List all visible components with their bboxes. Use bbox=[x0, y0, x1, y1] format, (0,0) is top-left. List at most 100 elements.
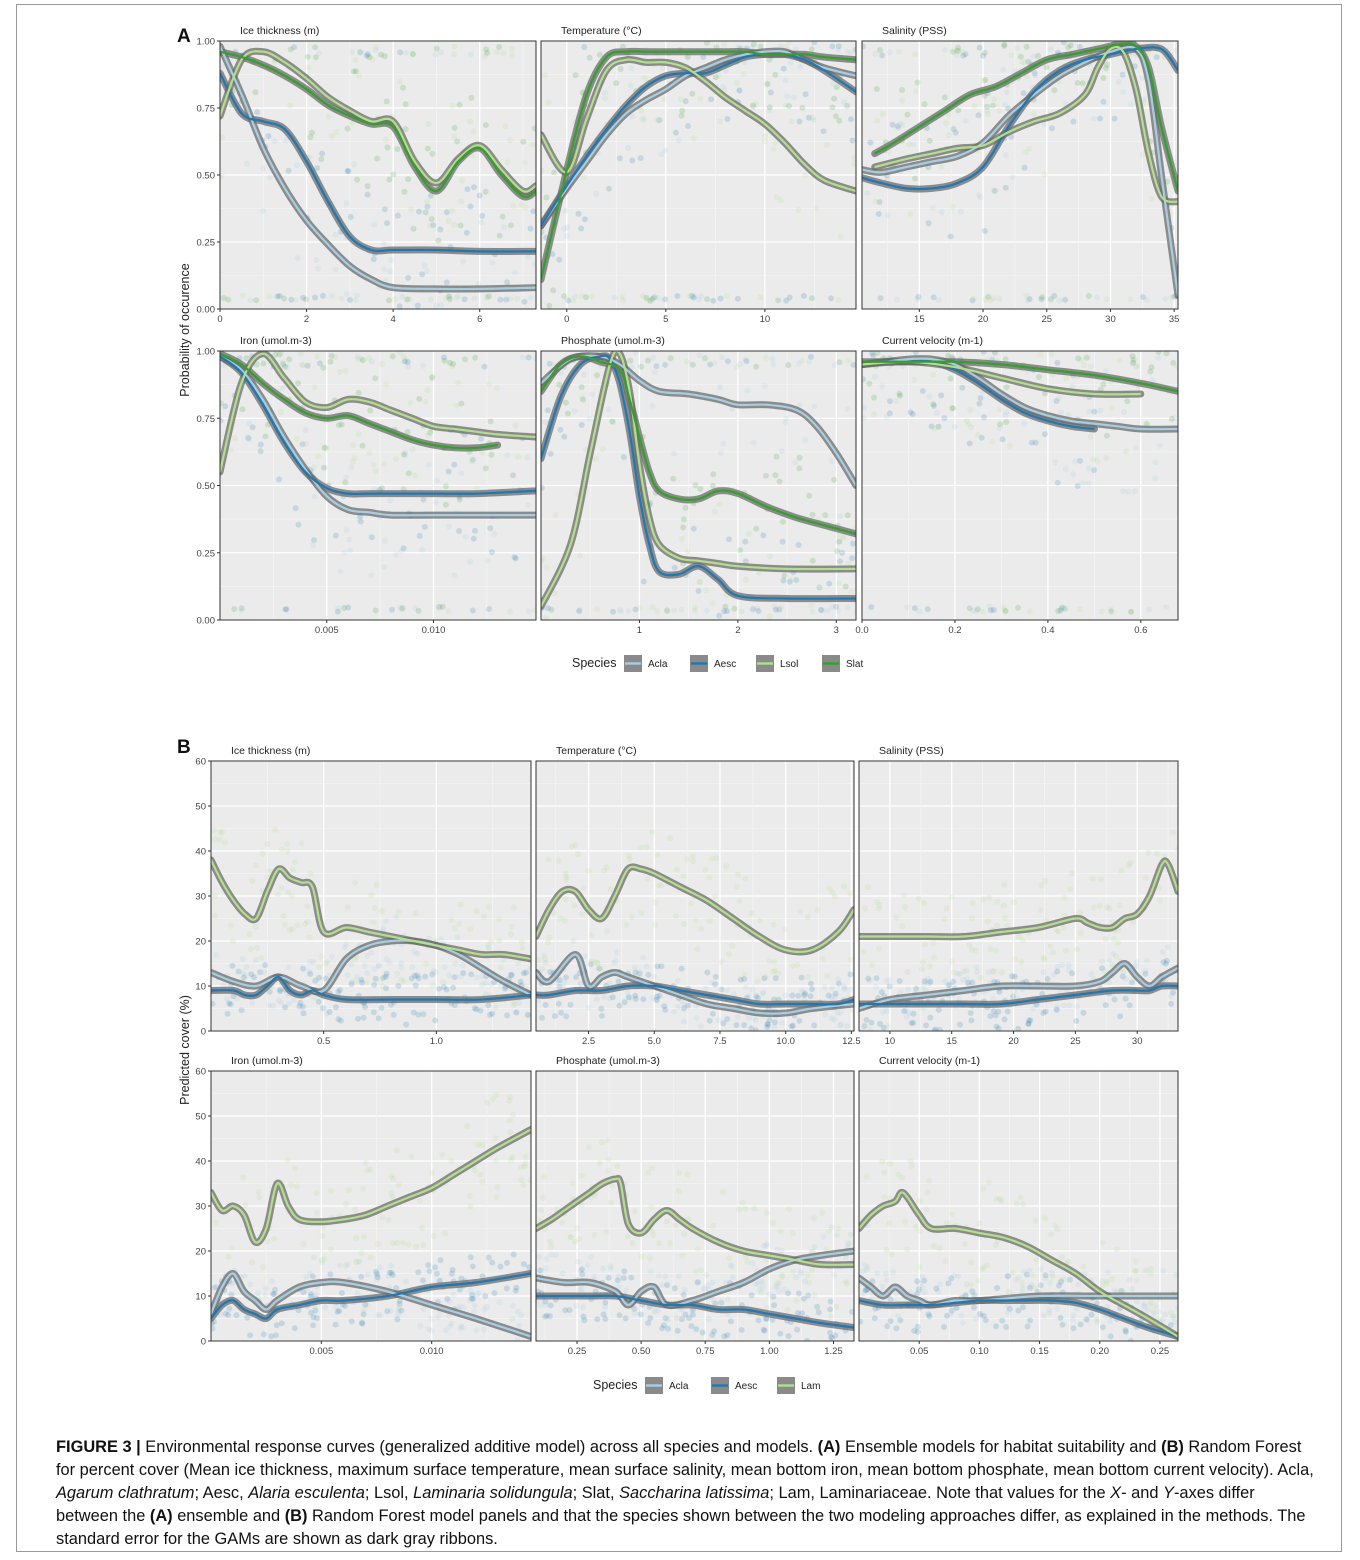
data-point bbox=[608, 1199, 615, 1206]
data-point bbox=[484, 1099, 491, 1106]
data-point bbox=[489, 1259, 496, 1266]
data-point bbox=[556, 256, 563, 263]
data-point bbox=[1133, 362, 1140, 369]
data-point bbox=[845, 357, 852, 364]
series-line-acla bbox=[862, 45, 1178, 296]
data-point bbox=[1040, 1312, 1047, 1319]
legend-entry-label: Slat bbox=[846, 659, 863, 670]
data-point bbox=[1013, 1200, 1020, 1207]
data-point bbox=[693, 1326, 700, 1333]
data-point bbox=[287, 102, 294, 109]
data-point bbox=[1058, 1277, 1065, 1284]
data-point bbox=[350, 442, 357, 448]
data-point bbox=[541, 484, 545, 491]
data-point bbox=[910, 141, 917, 148]
data-point bbox=[420, 1011, 427, 1018]
data-point bbox=[831, 362, 838, 369]
data-point bbox=[1127, 296, 1134, 303]
data-point bbox=[388, 1001, 394, 1008]
data-point bbox=[969, 1288, 976, 1295]
data-point bbox=[471, 1308, 477, 1315]
data-point bbox=[788, 1023, 795, 1030]
data-point bbox=[656, 992, 663, 999]
data-point bbox=[1127, 859, 1134, 866]
data-point bbox=[955, 970, 961, 977]
data-point bbox=[944, 982, 951, 989]
data-point bbox=[608, 1182, 615, 1189]
data-point bbox=[649, 828, 656, 835]
data-point bbox=[422, 973, 429, 980]
caption-segment: FIGURE 3 | bbox=[56, 1438, 141, 1456]
caption-segment: Random Forest model panels and that the … bbox=[56, 1507, 1306, 1548]
data-point bbox=[1069, 970, 1076, 977]
data-point bbox=[938, 164, 945, 170]
caption-segment: X bbox=[1110, 1484, 1122, 1502]
data-point bbox=[405, 363, 412, 370]
data-point bbox=[548, 1243, 555, 1250]
data-point bbox=[1015, 1274, 1022, 1281]
data-point bbox=[594, 1316, 601, 1323]
data-point bbox=[1000, 605, 1007, 611]
data-point bbox=[241, 1272, 248, 1279]
data-point bbox=[670, 475, 677, 482]
data-point bbox=[412, 605, 418, 611]
data-point bbox=[306, 968, 313, 975]
data-point bbox=[745, 992, 752, 999]
data-point bbox=[253, 297, 260, 304]
data-point bbox=[603, 1228, 610, 1235]
data-point bbox=[602, 89, 609, 96]
data-point bbox=[529, 141, 536, 148]
data-point bbox=[355, 431, 362, 438]
data-point bbox=[550, 910, 557, 916]
data-point bbox=[1156, 442, 1163, 449]
data-point bbox=[308, 1309, 314, 1316]
data-point bbox=[675, 137, 682, 144]
series-line-aesc bbox=[859, 1299, 1178, 1338]
data-point bbox=[787, 59, 794, 66]
data-point bbox=[504, 1259, 510, 1266]
data-point bbox=[254, 944, 261, 951]
data-point bbox=[537, 1267, 544, 1274]
data-point bbox=[507, 1093, 514, 1100]
data-point bbox=[594, 960, 601, 967]
data-point bbox=[424, 387, 431, 394]
data-point bbox=[367, 407, 374, 414]
data-point bbox=[220, 173, 225, 180]
data-point bbox=[1066, 967, 1073, 974]
data-point bbox=[562, 399, 569, 406]
data-point bbox=[980, 1185, 987, 1192]
data-point bbox=[895, 1313, 902, 1319]
data-point bbox=[802, 437, 809, 443]
data-point bbox=[971, 103, 978, 110]
data-point bbox=[758, 1289, 765, 1296]
data-point bbox=[718, 959, 725, 965]
data-point bbox=[689, 853, 696, 860]
data-point bbox=[1103, 61, 1110, 68]
data-point bbox=[921, 1289, 928, 1296]
data-point bbox=[240, 974, 247, 981]
data-point bbox=[348, 961, 355, 968]
data-point bbox=[548, 1251, 555, 1258]
data-point bbox=[309, 542, 316, 549]
x-tick-label: 20 bbox=[1008, 1036, 1019, 1047]
data-point bbox=[772, 71, 779, 78]
data-point bbox=[449, 363, 456, 370]
data-point bbox=[991, 96, 998, 103]
data-point bbox=[469, 1291, 476, 1298]
data-point bbox=[785, 362, 792, 369]
data-point bbox=[440, 979, 447, 986]
data-point bbox=[1006, 1305, 1013, 1312]
data-point bbox=[1004, 1008, 1011, 1015]
data-point bbox=[1097, 407, 1104, 414]
data-point bbox=[823, 142, 830, 148]
data-point bbox=[1162, 1311, 1169, 1318]
data-point bbox=[844, 1240, 851, 1247]
data-point bbox=[874, 351, 881, 356]
data-point bbox=[621, 999, 628, 1006]
data-point bbox=[726, 1255, 732, 1262]
data-point bbox=[381, 266, 388, 273]
data-point bbox=[963, 967, 970, 974]
data-point bbox=[483, 46, 490, 53]
data-point bbox=[835, 580, 842, 587]
data-point bbox=[1128, 608, 1135, 615]
